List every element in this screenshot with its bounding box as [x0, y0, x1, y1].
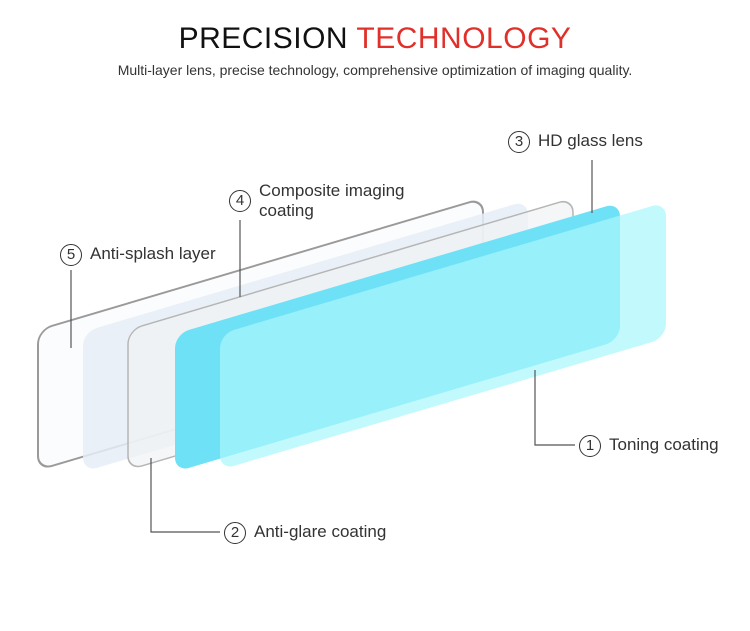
number-badge: 4 — [229, 190, 251, 212]
layer-1-toning — [220, 205, 666, 467]
label-composite-imaging-coating: 4 Composite imaging coating — [229, 181, 429, 221]
number-badge: 1 — [579, 435, 601, 457]
title-part-2: TECHNOLOGY — [356, 22, 572, 55]
page-title: PRECISION TECHNOLOGY — [0, 22, 750, 56]
subtitle: Multi-layer lens, precise technology, co… — [117, 62, 633, 78]
leader-line-2 — [150, 458, 220, 533]
leader-lines — [70, 160, 593, 533]
label-text: Anti-splash layer — [90, 244, 216, 263]
label-anti-glare-coating: 2 Anti-glare coating — [224, 522, 386, 544]
title-part-1: PRECISION — [178, 22, 349, 55]
number-badge: 2 — [224, 522, 246, 544]
label-text: Anti-glare coating — [254, 522, 387, 541]
leader-line-1 — [534, 370, 575, 446]
label-text: Composite imaging coating — [259, 181, 405, 220]
label-hd-glass-lens: 3 HD glass lens — [508, 131, 643, 153]
number-badge: 5 — [60, 244, 82, 266]
label-anti-splash-layer: 5 Anti-splash layer — [60, 244, 216, 266]
number-badge: 3 — [508, 131, 530, 153]
label-text: Toning coating — [609, 435, 719, 454]
label-toning-coating: 1 Toning coating — [579, 435, 719, 457]
label-text: HD glass lens — [538, 131, 643, 150]
